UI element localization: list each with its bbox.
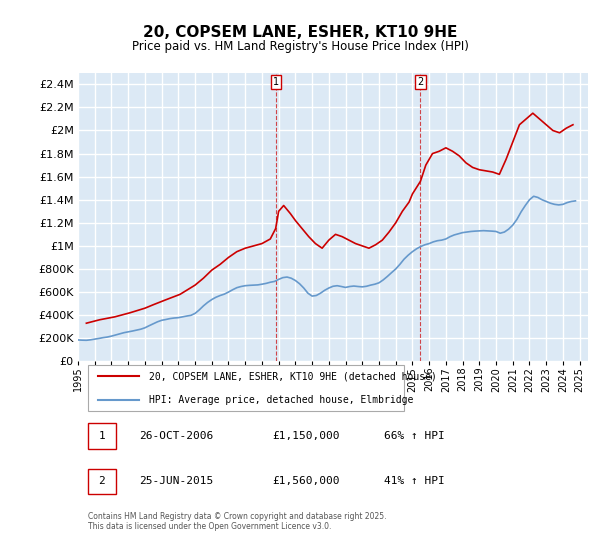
Text: 1: 1 (98, 431, 106, 441)
Text: Price paid vs. HM Land Registry's House Price Index (HPI): Price paid vs. HM Land Registry's House … (131, 40, 469, 53)
Text: 20, COPSEM LANE, ESHER, KT10 9HE (detached house): 20, COPSEM LANE, ESHER, KT10 9HE (detach… (149, 371, 437, 381)
Text: 41% ↑ HPI: 41% ↑ HPI (384, 476, 445, 486)
Text: £1,560,000: £1,560,000 (272, 476, 340, 486)
FancyBboxPatch shape (88, 469, 116, 494)
Text: 20, COPSEM LANE, ESHER, KT10 9HE: 20, COPSEM LANE, ESHER, KT10 9HE (143, 25, 457, 40)
Text: 26-OCT-2006: 26-OCT-2006 (139, 431, 214, 441)
Text: 1: 1 (272, 77, 279, 87)
FancyBboxPatch shape (88, 365, 404, 411)
Text: 66% ↑ HPI: 66% ↑ HPI (384, 431, 445, 441)
Text: 2: 2 (418, 77, 424, 87)
Text: HPI: Average price, detached house, Elmbridge: HPI: Average price, detached house, Elmb… (149, 395, 414, 405)
FancyBboxPatch shape (88, 423, 116, 449)
Text: 25-JUN-2015: 25-JUN-2015 (139, 476, 214, 486)
Text: Contains HM Land Registry data © Crown copyright and database right 2025.
This d: Contains HM Land Registry data © Crown c… (88, 512, 387, 531)
Text: £1,150,000: £1,150,000 (272, 431, 340, 441)
Text: 2: 2 (98, 476, 106, 486)
